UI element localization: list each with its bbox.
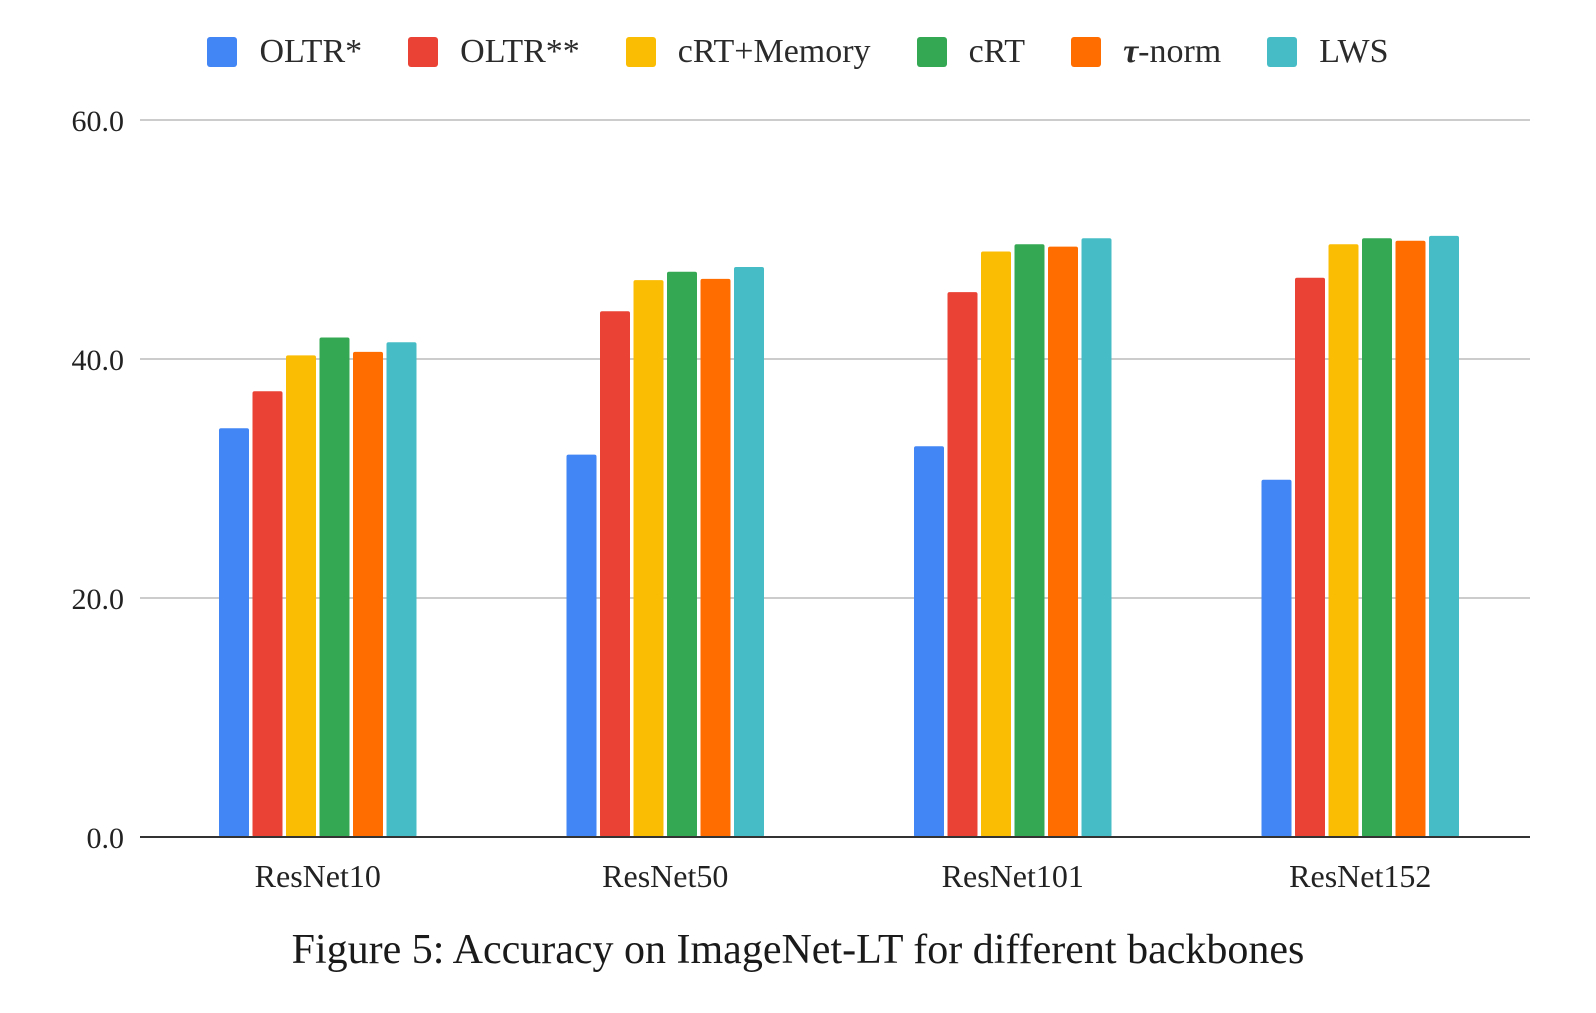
legend-item: cRT+Memory — [625, 33, 871, 71]
bar — [667, 271, 697, 837]
bar — [734, 266, 764, 837]
legend-label: cRT+Memory — [677, 33, 871, 70]
legend-swatch — [408, 37, 439, 67]
bar — [600, 311, 630, 837]
legend-item: LWS — [1267, 33, 1389, 71]
bar — [700, 278, 731, 837]
legend-label: OLTR* — [259, 33, 363, 70]
bar — [633, 280, 664, 837]
bar — [286, 355, 316, 837]
legend-swatch — [625, 37, 656, 67]
x-tick-label: ResNet101 — [942, 858, 1084, 894]
x-tick-label: ResNet50 — [602, 858, 728, 894]
x-tick-label: ResNet152 — [1289, 858, 1431, 894]
bar — [1429, 235, 1459, 838]
bar — [566, 454, 597, 837]
bar — [1081, 238, 1112, 837]
bar — [1362, 238, 1392, 837]
bar — [219, 428, 249, 837]
bar — [1295, 277, 1325, 837]
y-tick-label: 20.0 — [72, 583, 125, 616]
bar — [1395, 240, 1426, 837]
legend-label: LWS — [1319, 33, 1389, 70]
bar — [353, 351, 383, 837]
y-tick-label: 40.0 — [72, 344, 125, 377]
legend-item: OLTR** — [408, 33, 580, 71]
legend-item: OLTR* — [207, 33, 362, 71]
bar — [252, 391, 283, 837]
bar — [1014, 244, 1045, 837]
bar — [386, 342, 417, 837]
bar — [914, 446, 944, 837]
x-tick-label: ResNet10 — [255, 858, 381, 894]
legend-swatch — [1267, 37, 1298, 67]
bar — [1328, 244, 1359, 837]
y-tick-label: 60.0 — [72, 105, 125, 138]
figure-caption: Figure 5: Accuracy on ImageNet-LT for di… — [291, 927, 1305, 973]
legend-label: cRT — [968, 33, 1026, 70]
legend-item: cRT — [916, 33, 1026, 71]
bar — [319, 337, 350, 837]
y-tick-label: 0.0 — [87, 822, 125, 855]
legend-swatch — [207, 37, 238, 67]
bar — [1261, 479, 1292, 837]
bar — [947, 292, 978, 838]
bar — [981, 251, 1011, 837]
legend-label: OLTR** — [460, 33, 580, 70]
legend-swatch — [1071, 37, 1102, 67]
bar — [1048, 246, 1078, 838]
legend-label: τ-norm — [1123, 33, 1222, 70]
legend-swatch — [916, 37, 947, 67]
chart-legend: OLTR* OLTR** cRT+Memory cRT τ-norm LWS — [0, 22, 1596, 82]
legend-item: τ-norm — [1071, 33, 1221, 71]
